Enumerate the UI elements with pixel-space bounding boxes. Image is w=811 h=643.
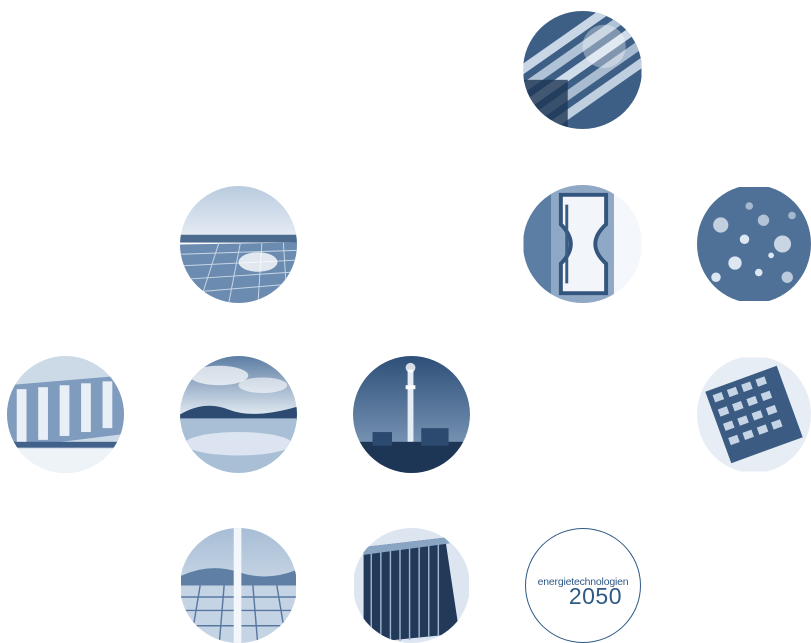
logo-year: 2050: [568, 583, 622, 609]
tower-icon: [353, 356, 470, 473]
logo-disc: energietechnologien 2050: [525, 528, 641, 643]
hourglass-disc: [523, 185, 642, 303]
fuel-cell-icon: [523, 11, 642, 129]
greenhouse-disc: [180, 528, 297, 643]
greenhouse-icon: [181, 528, 296, 643]
solar-panels-disc: [180, 186, 297, 303]
dam-disc: [7, 356, 124, 473]
logo-wordmark: energietechnologien: [537, 576, 629, 588]
hourglass-icon: [523, 185, 642, 303]
lake-icon: [180, 356, 297, 473]
dam-icon: [7, 356, 124, 473]
fuel-cell-disc: [523, 11, 642, 129]
bubbles-disc: [697, 185, 811, 303]
chip-icon: [697, 357, 811, 472]
building-disc: [353, 528, 470, 643]
tower-disc: [353, 356, 470, 473]
lake-disc: [180, 356, 297, 473]
building-icon: [354, 528, 469, 643]
chip-disc: [697, 356, 811, 473]
bubbles-icon: [697, 187, 811, 301]
solar-panel-icon: [180, 186, 297, 303]
